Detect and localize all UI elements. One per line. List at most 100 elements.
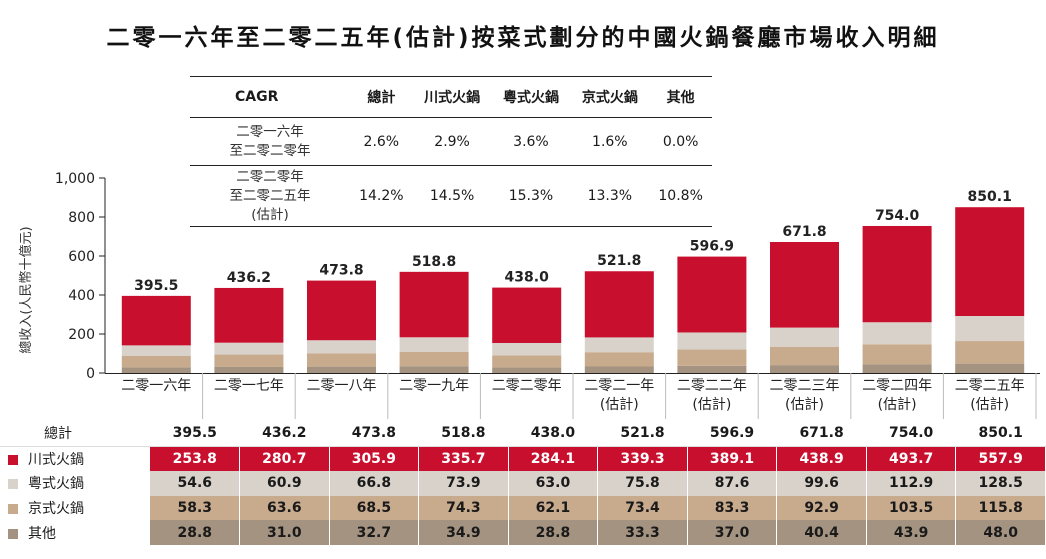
x-tick-label: 二零一九年 — [399, 378, 469, 394]
data-cell: 66.8 — [329, 471, 420, 496]
row-label: 川式火鍋 — [0, 446, 151, 472]
bar-segment — [214, 366, 284, 373]
cagr-value: 14.2% — [350, 165, 413, 227]
table-row: 粵式火鍋 54.6 60.9 66.8 73.9 63.0 75.8 87.6 99.6 112.… — [0, 471, 1046, 496]
x-tick-label: (估計) — [692, 397, 731, 413]
cagr-col-cantonese: 粵式火鍋 — [491, 76, 571, 118]
data-cell: 521.8 — [597, 421, 688, 447]
axis-layer: 0 200 400 600 800 1,000 總收入(人民幣十億元) — [18, 171, 1040, 419]
stacked-bar-chart: 0 200 400 600 800 1,000 總收入(人民幣十億元) 395.5 二零一六年… — [18, 171, 1040, 419]
bar-segment — [955, 316, 1025, 342]
x-tick-label: 二零二四年 — [862, 378, 932, 394]
bar-segment — [492, 355, 562, 368]
bar-segment — [399, 351, 469, 367]
table-row: 其他 28.8 31.0 32.7 34.9 28.8 33.3 37.0 40.4 43.9 48… — [0, 520, 1046, 545]
data-cell: 37.0 — [687, 520, 778, 545]
row-label: 其他 — [0, 520, 151, 545]
data-cell: 128.5 — [955, 471, 1046, 496]
data-cell: 112.9 — [866, 471, 957, 496]
y-tick-label: 400 — [68, 288, 95, 304]
bar-segment — [677, 349, 747, 366]
data-cell: 58.3 — [149, 495, 241, 521]
y-axis-label: 總收入(人民幣十億元) — [18, 226, 34, 353]
bar-segment — [399, 337, 469, 352]
labels-layer: 395.5 二零一六年 436.2 二零一七年 473.8 二零一八年 518.8 二零一九年… — [121, 189, 1024, 413]
data-cell: 493.7 — [866, 446, 957, 472]
x-tick-label: 二零二二年 — [677, 378, 747, 394]
y-tick-label: 200 — [68, 327, 95, 343]
chart-title: 二零一六年至二零二五年(估計)按菜式劃分的中國火鍋餐廳市場收入明細 — [106, 25, 940, 51]
data-cell: 43.9 — [866, 520, 957, 545]
cagr-header: CAGR — [190, 76, 350, 118]
data-cell: 60.9 — [239, 471, 330, 496]
bar-segment — [121, 356, 191, 368]
data-cell: 28.8 — [508, 520, 599, 545]
bar-segment — [770, 327, 839, 348]
bar-segment — [121, 367, 191, 373]
table-row: 川式火鍋 253.8 280.7 305.9 335.7 284.1 339.3 389.1 4… — [0, 446, 1046, 472]
cagr-value: 15.3% — [491, 165, 571, 227]
bar-segment — [862, 322, 932, 345]
y-tick-label: 1,000 — [55, 171, 95, 187]
data-cell: 87.6 — [687, 471, 778, 496]
x-tick-label: 二零二五年 — [955, 378, 1025, 394]
data-cell: 438.0 — [508, 421, 599, 447]
bars-layer — [121, 207, 1025, 373]
data-cell: 32.7 — [329, 520, 420, 545]
bar-segment — [214, 342, 284, 355]
cagr-value: 2.9% — [412, 117, 492, 166]
cagr-row-label: 二零二零年 至二零二五年 (估計) — [190, 165, 350, 227]
bar-segment — [214, 354, 284, 367]
data-cell: 253.8 — [149, 446, 241, 472]
bar-segment — [584, 271, 654, 338]
data-cell: 438.9 — [776, 446, 867, 472]
data-cell: 68.5 — [329, 495, 420, 521]
total-label: 436.2 — [227, 270, 271, 286]
cagr-row: 二零一六年 至二零二零年 2.6% 2.9% 3.6% 1.6% 0.0% — [190, 117, 712, 166]
legend-swatch — [8, 504, 18, 515]
data-cell: 339.3 — [597, 446, 688, 472]
legend-swatch — [8, 528, 18, 539]
y-tick-label: 0 — [86, 366, 95, 382]
bar-segment — [399, 366, 469, 373]
total-label: 473.8 — [319, 263, 363, 279]
bar-segment — [307, 353, 376, 367]
row-label: 粵式火鍋 — [0, 471, 151, 496]
data-cell: 280.7 — [239, 446, 330, 472]
total-label: 521.8 — [597, 253, 641, 269]
bar-segment — [492, 367, 562, 373]
total-label: 596.9 — [690, 239, 734, 255]
x-tick-label: 二零一六年 — [121, 378, 191, 394]
bar-segment — [121, 345, 191, 357]
total-label: 518.8 — [412, 254, 456, 270]
data-cell: 284.1 — [508, 446, 599, 472]
data-cell: 28.8 — [149, 520, 241, 545]
bar-segment — [677, 365, 747, 373]
data-cell: 83.3 — [687, 495, 778, 521]
data-cell: 75.8 — [597, 471, 688, 496]
data-cell: 31.0 — [239, 520, 330, 545]
bar-segment — [862, 344, 932, 365]
bar-segment — [584, 337, 654, 353]
data-cell: 671.8 — [776, 421, 867, 447]
x-tick-label: (估計) — [970, 397, 1009, 413]
data-cell: 518.8 — [418, 421, 509, 447]
bar-segment — [399, 271, 469, 338]
bar-segment — [770, 347, 839, 366]
data-cell: 436.2 — [239, 421, 330, 447]
x-tick-label: (估計) — [878, 397, 917, 413]
cagr-header-row: CAGR 總計 川式火鍋 粵式火鍋 京式火鍋 其他 — [190, 76, 712, 118]
data-cell: 335.7 — [418, 446, 509, 472]
data-cell: 63.6 — [239, 495, 330, 521]
total-label: 395.5 — [134, 278, 178, 294]
bar-segment — [862, 225, 932, 323]
data-cell: 557.9 — [955, 446, 1046, 472]
row-label: 總計 — [0, 421, 151, 447]
bar-segment — [955, 363, 1025, 373]
data-cell: 103.5 — [866, 495, 957, 521]
data-cell: 305.9 — [329, 446, 420, 472]
data-table: 總計 395.5 436.2 473.8 518.8 438.0 521.8 596.9 671… — [0, 421, 1046, 545]
row-label: 京式火鍋 — [0, 495, 151, 521]
x-tick-label: 二零一七年 — [214, 378, 284, 394]
cagr-value: 10.8% — [649, 165, 712, 227]
